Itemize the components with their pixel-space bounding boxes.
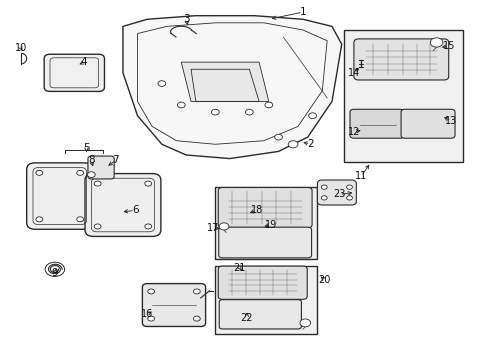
Polygon shape	[181, 62, 268, 102]
Circle shape	[87, 172, 95, 177]
FancyBboxPatch shape	[400, 109, 454, 138]
Text: 21: 21	[233, 262, 245, 273]
Circle shape	[158, 81, 165, 86]
Text: 3: 3	[183, 14, 189, 24]
Circle shape	[94, 224, 101, 229]
FancyBboxPatch shape	[349, 109, 403, 138]
Text: 7: 7	[112, 156, 119, 165]
Bar	[344, 30, 462, 162]
Text: 2: 2	[306, 139, 313, 149]
Circle shape	[321, 185, 326, 189]
Circle shape	[245, 109, 253, 115]
Circle shape	[287, 141, 297, 148]
Circle shape	[36, 217, 42, 222]
Circle shape	[147, 289, 154, 294]
Text: 12: 12	[347, 127, 359, 137]
Circle shape	[308, 113, 316, 118]
Circle shape	[321, 196, 326, 200]
Circle shape	[299, 319, 310, 327]
Circle shape	[147, 316, 154, 321]
Text: 19: 19	[264, 220, 277, 230]
FancyBboxPatch shape	[88, 156, 114, 179]
Text: 20: 20	[318, 275, 330, 285]
Circle shape	[193, 289, 200, 294]
FancyBboxPatch shape	[219, 300, 301, 329]
Text: 14: 14	[347, 68, 359, 78]
Text: 6: 6	[132, 205, 138, 215]
Text: 17: 17	[206, 223, 219, 233]
Circle shape	[264, 102, 272, 108]
FancyBboxPatch shape	[353, 39, 448, 80]
Text: 9: 9	[51, 268, 58, 278]
Circle shape	[77, 217, 83, 222]
Circle shape	[177, 102, 185, 108]
FancyBboxPatch shape	[218, 266, 306, 299]
Circle shape	[274, 134, 282, 140]
Circle shape	[36, 170, 42, 175]
Circle shape	[144, 224, 151, 229]
Circle shape	[346, 196, 352, 200]
Circle shape	[346, 185, 352, 189]
Text: 18: 18	[250, 205, 262, 215]
Text: 22: 22	[240, 312, 253, 323]
Text: 23: 23	[332, 189, 345, 199]
Text: 8: 8	[88, 156, 95, 165]
Circle shape	[211, 109, 219, 115]
Circle shape	[219, 223, 228, 230]
Text: 5: 5	[83, 143, 90, 153]
Circle shape	[94, 181, 101, 186]
FancyBboxPatch shape	[142, 284, 205, 327]
Text: 11: 11	[354, 171, 366, 181]
Polygon shape	[122, 16, 341, 158]
Circle shape	[193, 316, 200, 321]
Text: 1: 1	[299, 7, 305, 17]
FancyBboxPatch shape	[44, 54, 104, 91]
Text: 4: 4	[81, 57, 87, 67]
Circle shape	[429, 38, 442, 47]
FancyBboxPatch shape	[85, 174, 161, 237]
FancyBboxPatch shape	[218, 188, 311, 228]
Text: 13: 13	[444, 116, 456, 126]
Bar	[215, 266, 317, 334]
FancyBboxPatch shape	[27, 163, 93, 229]
Text: 16: 16	[141, 309, 153, 319]
Circle shape	[144, 181, 151, 186]
Circle shape	[77, 170, 83, 175]
FancyBboxPatch shape	[218, 227, 311, 258]
Text: 15: 15	[442, 41, 454, 51]
FancyBboxPatch shape	[317, 180, 356, 205]
Text: 10: 10	[15, 43, 27, 53]
Bar	[215, 187, 317, 258]
